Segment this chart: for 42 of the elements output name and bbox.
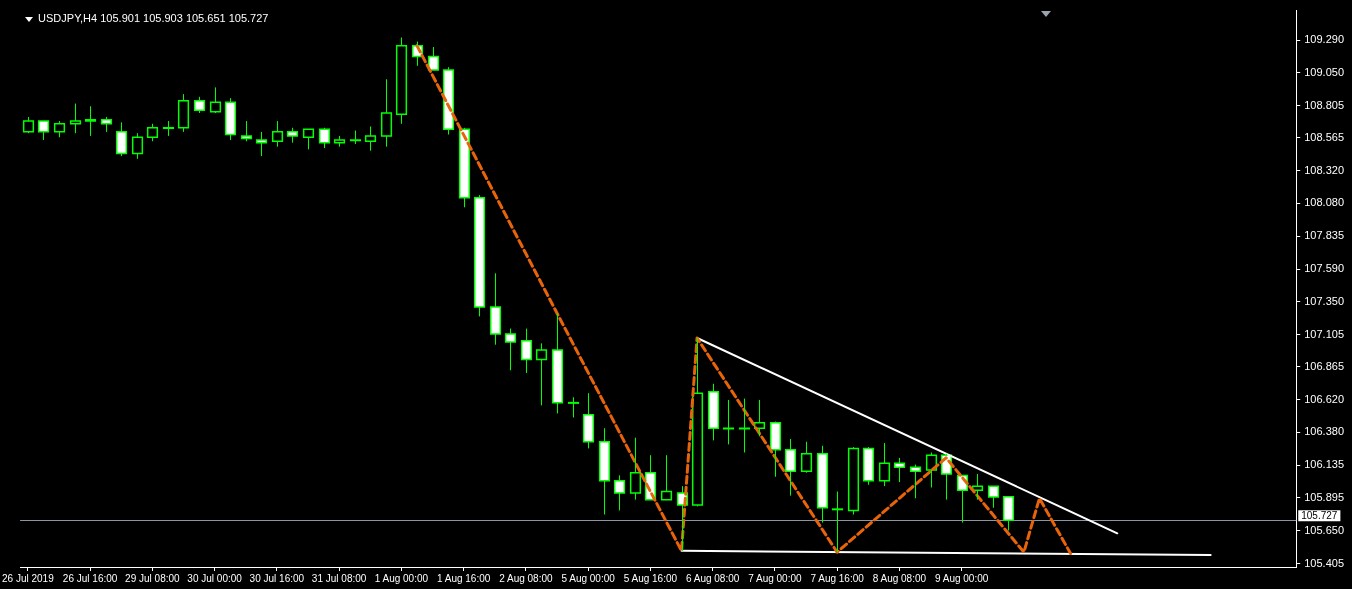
candlestick	[395, 37, 408, 125]
y-tick-label: 108.805	[1304, 98, 1344, 111]
y-tick-label: 109.050	[1304, 65, 1344, 78]
x-tick-label: 7 Aug 00:00	[748, 572, 803, 584]
chart-title: USDJPY,H4 105.901 105.903 105.651 105.727	[38, 11, 269, 24]
x-tick-label: 5 Aug 00:00	[561, 572, 616, 584]
x-tick-label: 8 Aug 08:00	[872, 572, 927, 584]
y-tick-label: 108.080	[1304, 196, 1344, 209]
y-tick-label: 106.135	[1304, 458, 1344, 471]
y-tick-label: 107.590	[1304, 262, 1344, 275]
y-tick-label: 105.895	[1304, 490, 1344, 503]
x-tick-label: 26 Jul 16:00	[62, 572, 118, 584]
candlestick	[816, 445, 829, 524]
y-tick-label: 107.835	[1304, 229, 1344, 242]
y-tick-label: 108.320	[1304, 163, 1344, 176]
candlestick	[691, 337, 704, 506]
ref-line-label: 105.727	[1301, 509, 1338, 521]
x-tick-label: 6 Aug 08:00	[685, 572, 740, 584]
x-tick-label: 2 Aug 08:00	[499, 572, 553, 584]
y-tick-label: 108.565	[1304, 130, 1344, 143]
y-tick-label: 107.105	[1304, 327, 1344, 340]
y-tick-label: 109.290	[1304, 33, 1344, 46]
x-tick-label: 9 Aug 00:00	[934, 572, 989, 584]
y-tick-label: 107.350	[1304, 294, 1344, 307]
candlestick	[847, 447, 860, 515]
x-tick-label: 1 Aug 16:00	[436, 572, 491, 584]
candlestick	[473, 194, 486, 317]
x-tick-label: 1 Aug 00:00	[374, 572, 429, 584]
y-tick-label: 106.620	[1304, 392, 1344, 405]
y-tick-label: 105.650	[1304, 523, 1344, 536]
x-tick-label: 7 Aug 16:00	[810, 572, 865, 584]
candlestick	[598, 427, 611, 515]
y-tick-label: 106.865	[1304, 359, 1344, 372]
x-tick-label: 26 Jul 2019	[2, 572, 55, 584]
y-tick-label: 106.380	[1304, 425, 1344, 438]
x-tick-label: 31 Jul 08:00	[311, 572, 367, 584]
y-tick-label: 105.405	[1304, 556, 1344, 569]
x-tick-label: 5 Aug 16:00	[623, 572, 678, 584]
x-tick-label: 29 Jul 08:00	[125, 572, 181, 584]
x-tick-label: 30 Jul 00:00	[187, 572, 243, 584]
candlestick	[551, 313, 564, 414]
x-tick-label: 30 Jul 16:00	[249, 572, 305, 584]
